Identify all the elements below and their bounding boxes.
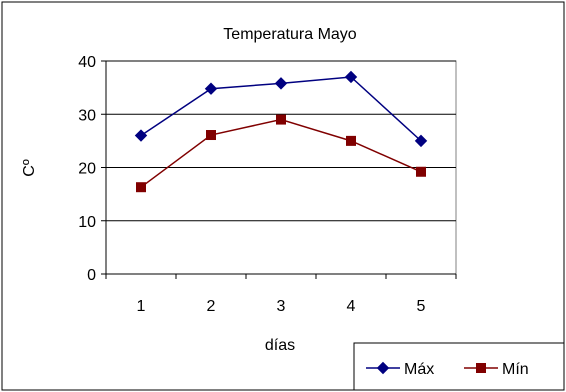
x-tick-label: 4 — [347, 298, 356, 315]
y-tick-label: 0 — [87, 267, 96, 284]
y-tick-label: 30 — [78, 107, 96, 124]
y-axis-label: Cº — [21, 159, 38, 177]
data-point-min — [346, 135, 356, 146]
x-tick-label: 2 — [207, 298, 216, 315]
plot-area: 0 10 20 30 40 1 2 3 4 5 — [78, 54, 457, 315]
data-point-min — [206, 130, 216, 141]
y-tick-label: 40 — [78, 54, 96, 71]
data-point-max — [204, 82, 218, 95]
y-tick-label: 20 — [78, 161, 96, 178]
data-point-max — [414, 134, 428, 148]
legend-label-max: Máx — [404, 361, 434, 378]
y-tick-label: 10 — [78, 214, 96, 231]
x-tick-label: 3 — [277, 298, 286, 315]
x-tick-label: 1 — [137, 298, 146, 315]
data-point-max — [134, 129, 148, 142]
legend: Máx Mín — [353, 342, 565, 391]
chart-title: Temperatura Mayo — [223, 26, 356, 43]
x-tick-label: 5 — [417, 298, 426, 315]
legend-marker-max — [376, 361, 390, 375]
legend-marker-min — [476, 363, 486, 373]
data-point-min — [416, 166, 426, 177]
data-point-min — [136, 182, 146, 193]
data-point-min — [276, 114, 286, 125]
data-point-max — [274, 77, 288, 90]
legend-box — [353, 342, 565, 391]
data-point-max — [344, 70, 358, 84]
x-axis-label: días — [265, 337, 295, 354]
legend-label-min: Mín — [502, 361, 529, 378]
